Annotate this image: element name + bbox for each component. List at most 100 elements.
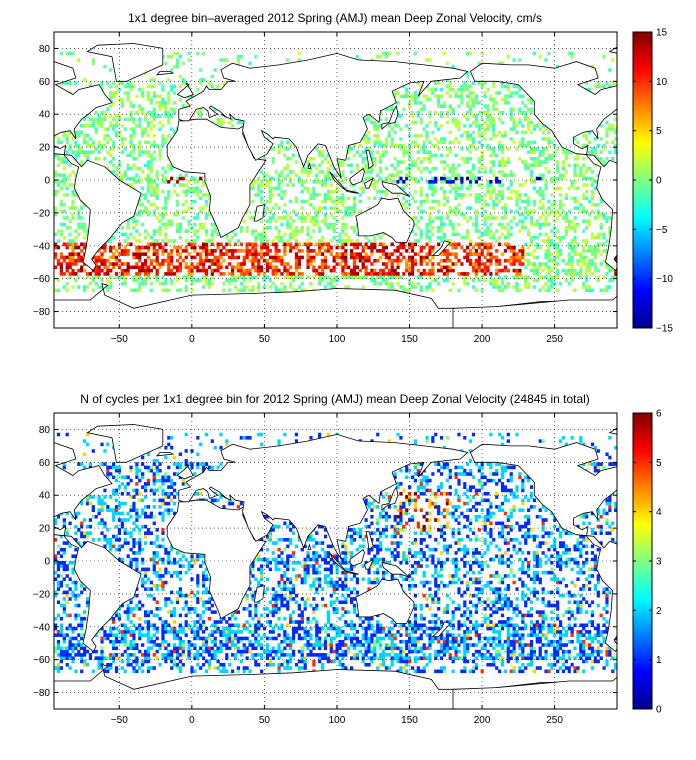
velocity-bin xyxy=(379,268,383,273)
velocity-bin xyxy=(355,232,360,237)
velocity-bin xyxy=(59,51,64,56)
velocity-bin xyxy=(521,255,525,260)
velocity-bin xyxy=(358,193,362,197)
velocity-bin xyxy=(196,252,200,256)
cycles-bin xyxy=(297,636,301,641)
velocity-bin xyxy=(468,104,473,108)
velocity-bin xyxy=(585,166,589,171)
velocity-bin xyxy=(509,219,513,224)
velocity-bin xyxy=(416,101,420,105)
velocity-bin xyxy=(463,160,467,164)
cycles-bin xyxy=(361,636,365,641)
velocity-bin xyxy=(495,278,499,283)
velocity-bin xyxy=(573,239,577,243)
velocity-bin xyxy=(184,173,188,178)
velocity-bin xyxy=(431,166,435,171)
velocity-bin xyxy=(236,120,241,125)
velocity-bin xyxy=(312,163,316,168)
velocity-bin xyxy=(361,160,365,164)
velocity-bin xyxy=(358,258,362,263)
cycles-bin xyxy=(242,643,246,647)
cycles-bin xyxy=(202,649,206,654)
cycles-bin xyxy=(495,666,499,670)
velocity-bin xyxy=(352,209,357,214)
velocity-bin xyxy=(486,107,490,112)
velocity-bin xyxy=(146,176,151,181)
velocity-bin xyxy=(175,176,180,181)
velocity-bin xyxy=(94,127,98,131)
cycles-bin xyxy=(419,633,423,637)
velocity-bin xyxy=(80,222,84,227)
cycles-bin xyxy=(332,636,336,641)
cycles-bin xyxy=(280,653,284,657)
velocity-bin xyxy=(576,272,580,276)
velocity-bin xyxy=(309,193,313,197)
cycles-bin xyxy=(114,666,119,670)
velocity-bin xyxy=(477,156,481,161)
cycles-bin xyxy=(161,633,165,637)
cycles-bin xyxy=(152,666,156,670)
velocity-bin xyxy=(547,242,551,247)
velocity-bin xyxy=(466,176,470,181)
velocity-bin xyxy=(62,222,66,227)
velocity-bin xyxy=(373,186,377,191)
velocity-bin xyxy=(486,216,490,220)
velocity-bin xyxy=(210,242,214,247)
cycles-bin xyxy=(422,646,426,651)
velocity-bin xyxy=(373,163,377,168)
velocity-bin xyxy=(175,265,180,270)
velocity-bin xyxy=(164,226,168,230)
velocity-bin xyxy=(498,242,502,247)
velocity-bin xyxy=(541,212,545,217)
velocity-bin xyxy=(445,239,449,243)
cycles-bin xyxy=(129,662,133,667)
velocity-bin xyxy=(593,150,597,154)
velocity-bin xyxy=(286,140,290,145)
velocity-bin xyxy=(338,239,342,243)
cycles-bin xyxy=(277,649,281,654)
velocity-bin xyxy=(65,226,69,230)
velocity-bin xyxy=(132,252,136,256)
velocity-bin xyxy=(384,265,389,270)
cycles-bin xyxy=(544,656,548,660)
velocity-bin xyxy=(608,278,612,283)
velocity-bin xyxy=(457,87,461,92)
velocity-bin xyxy=(413,51,418,56)
cycles-bin xyxy=(425,633,429,637)
velocity-bin xyxy=(547,222,551,227)
cycles-bin xyxy=(68,653,72,657)
velocity-bin xyxy=(158,262,162,266)
cycles-bin xyxy=(315,643,319,647)
velocity-bin xyxy=(387,124,391,128)
velocity-bin xyxy=(106,127,110,131)
cycles-bin xyxy=(80,653,84,657)
velocity-bin xyxy=(468,183,473,187)
velocity-bin xyxy=(527,120,531,125)
velocity-bin xyxy=(152,107,156,112)
velocity-bin xyxy=(570,249,574,253)
velocity-bin xyxy=(445,216,449,220)
velocity-bin xyxy=(303,180,307,184)
cycles-bin xyxy=(344,643,348,647)
cycles-bin xyxy=(439,649,444,654)
velocity-bin xyxy=(117,133,122,138)
velocity-bin xyxy=(97,275,101,279)
velocity-bin xyxy=(88,150,93,154)
velocity-bin xyxy=(68,272,72,276)
velocity-bin xyxy=(442,252,447,256)
velocity-bin xyxy=(123,232,127,237)
velocity-bin xyxy=(341,170,345,174)
velocity-bin xyxy=(556,166,560,171)
velocity-bin xyxy=(564,268,568,273)
cycles-bin xyxy=(379,639,383,644)
cycles-bin xyxy=(135,656,139,660)
velocity-bin xyxy=(477,265,481,270)
velocity-bin xyxy=(521,94,525,99)
velocity-bin xyxy=(262,173,267,178)
velocity-bin xyxy=(495,262,499,266)
velocity-bin xyxy=(103,156,107,161)
cycles-bin xyxy=(207,636,212,641)
velocity-bin xyxy=(489,281,493,286)
velocity-bin xyxy=(306,229,310,233)
cycles-bin xyxy=(434,653,438,657)
